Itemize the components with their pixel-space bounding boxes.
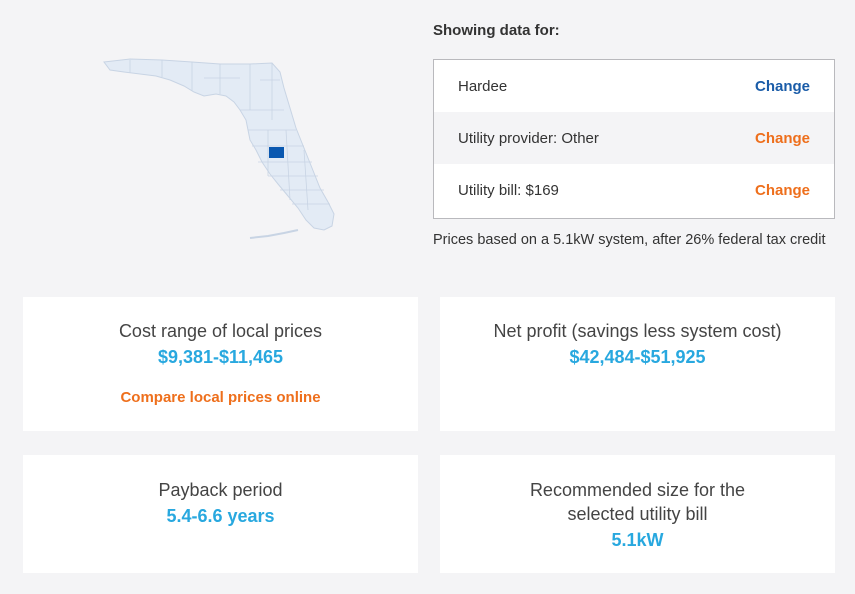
florida-map-graphic (103, 58, 335, 239)
county-label: Hardee (458, 77, 508, 95)
selection-panel: Hardee Change Utility provider: Other Ch… (433, 59, 835, 219)
florida-county-map (100, 50, 340, 250)
showing-data-heading: Showing data for: (433, 22, 560, 39)
recommended-size-value: 5.1kW (611, 530, 664, 550)
county-borders (129, 60, 330, 211)
selection-row-county: Hardee Change (434, 60, 834, 112)
florida-keys (249, 229, 299, 239)
payback-period-value: 5.4-6.6 years (166, 506, 275, 526)
recommended-size-title: Recommended size for the selected utilit… (529, 480, 746, 524)
net-profit-title: Net profit (savings less system cost) (493, 321, 782, 341)
hardee-county-highlight (269, 147, 284, 158)
recommended-size-card: Recommended size for the selected utilit… (440, 455, 835, 573)
pricing-note: Prices based on a 5.1kW system, after 26… (433, 232, 826, 248)
compare-prices-link[interactable]: Compare local prices online (120, 389, 321, 406)
net-profit-value: $42,484-$51,925 (569, 347, 706, 367)
payback-period-card: Payback period 5.4-6.6 years (23, 455, 418, 573)
provider-label: Utility provider: Other (458, 129, 599, 147)
cost-range-value: $9,381-$11,465 (157, 347, 284, 367)
change-provider-link[interactable]: Change (754, 129, 810, 147)
bill-label: Utility bill: $169 (458, 181, 559, 199)
change-bill-link[interactable]: Change (754, 181, 810, 199)
selection-row-bill: Utility bill: $169 Change (434, 164, 834, 216)
payback-period-title: Payback period (158, 480, 283, 500)
cost-range-card: Cost range of local prices $9,381-$11,46… (23, 297, 418, 431)
change-county-link[interactable]: Change (754, 77, 810, 95)
selection-row-provider: Utility provider: Other Change (434, 112, 834, 164)
net-profit-card: Net profit (savings less system cost) $4… (440, 297, 835, 431)
cost-range-title: Cost range of local prices (118, 321, 323, 341)
